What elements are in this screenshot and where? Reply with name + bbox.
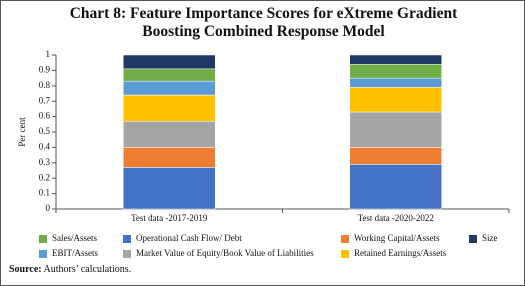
bar-segment — [123, 80, 216, 96]
y-tick-label: 0.3 — [39, 157, 51, 167]
legend-swatch — [341, 235, 349, 243]
y-tick-label: 0.9 — [39, 64, 51, 74]
legend-label: EBIT/Assets — [52, 248, 98, 258]
bar-segment — [123, 54, 216, 70]
y-tick-label: 0.7 — [39, 95, 51, 105]
bar-segment — [349, 54, 442, 65]
legend-swatch — [469, 235, 477, 243]
bar-segment — [349, 77, 442, 88]
source-note: Source: Authors’ calculations. — [9, 264, 131, 275]
source-label: Source: — [9, 264, 42, 275]
y-tick-label: 0.8 — [39, 80, 51, 90]
y-tick-label: 0.4 — [39, 141, 51, 151]
bar-segment — [349, 63, 442, 79]
y-axis-label: Per cent — [17, 117, 27, 147]
y-tick-label: 0.2 — [39, 172, 50, 182]
y-tick-label: 0.6 — [39, 111, 51, 121]
y-tick-label: 0 — [46, 203, 51, 213]
legend-label: Operational Cash Flow/ Debt — [136, 233, 242, 243]
bar-segment — [123, 68, 216, 82]
bar-segment — [349, 147, 442, 165]
bar-segment — [349, 164, 442, 210]
chart-title: Chart 8: Feature Importance Scores for e… — [69, 5, 458, 40]
legend-swatch — [123, 250, 131, 258]
legend-swatch — [123, 235, 131, 243]
bar-segment — [349, 111, 442, 148]
bar-segment — [123, 94, 216, 122]
legend-label: Retained Earnings/Assets — [354, 248, 447, 258]
x-tick-label: Test data -2020-2022 — [358, 213, 434, 223]
legend-label: Market Value of Equity/Book Value of Lia… — [136, 248, 314, 258]
legend-swatch — [341, 250, 349, 258]
y-tick-label: 1 — [46, 49, 51, 59]
bar-segment — [349, 87, 442, 113]
legend-label: Size — [482, 233, 498, 243]
bar-segment — [123, 167, 216, 210]
bar-segment — [123, 120, 216, 148]
y-tick-label: 0.1 — [39, 188, 50, 198]
bar-segment — [123, 147, 216, 168]
legend-label: Working Capital/Assets — [354, 233, 440, 243]
y-tick-label: 0.5 — [39, 126, 51, 136]
x-tick-label: Test data -2017-2019 — [131, 213, 208, 223]
legend-label: Sales/Assets — [52, 233, 97, 243]
legend-swatch — [39, 250, 47, 258]
legend-swatch — [39, 235, 47, 243]
source-text: Authors’ calculations. — [43, 264, 132, 275]
